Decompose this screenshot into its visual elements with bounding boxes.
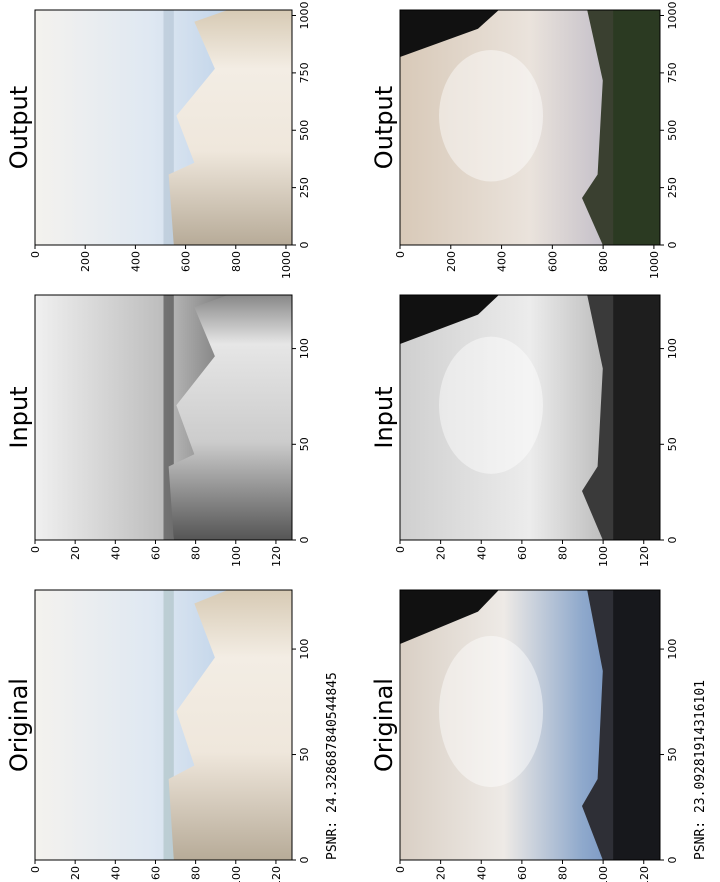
x-tick-label: 100 <box>666 639 679 660</box>
y-tick-label: 80 <box>190 546 203 560</box>
image-ground <box>613 295 660 540</box>
x-tick-label: 100 <box>298 338 311 359</box>
psnr-label: PSNR: 23.09281914316101 <box>693 680 708 860</box>
y-tick-label: 100 <box>230 546 243 567</box>
y-tick-label: 0 <box>29 866 42 873</box>
y-tick-label: 60 <box>516 866 529 880</box>
y-tick-label: 200 <box>79 251 92 272</box>
y-tick-label: 0 <box>394 251 407 258</box>
image-cloud <box>439 636 543 787</box>
y-tick-label: 400 <box>129 251 142 272</box>
y-tick-label: 200 <box>445 251 458 272</box>
y-tick-label: 600 <box>180 251 193 272</box>
y-tick-label: 40 <box>475 866 488 880</box>
image-ground <box>613 10 660 245</box>
y-tick-label: 0 <box>29 546 42 553</box>
x-tick-label: 50 <box>666 437 679 451</box>
x-tick-label: 0 <box>666 537 679 544</box>
image-ground <box>613 590 660 860</box>
panel: Output 0 250 500 750 1000 0 200 400 600 800 1000 <box>370 2 679 279</box>
psnr-label: PSNR: 24.32868784054484​5 <box>325 672 340 860</box>
y-tick-label: 120 <box>638 866 651 882</box>
y-tick-label: 1000 <box>280 251 293 279</box>
y-tick-label: 80 <box>557 546 570 560</box>
y-tick-label: 120 <box>270 866 283 882</box>
panel-title: Input <box>5 386 33 448</box>
x-tick-label: 50 <box>666 748 679 762</box>
x-tick-label: 0 <box>298 537 311 544</box>
panel-title: Original <box>5 678 33 772</box>
page: Original050100020406080100120Input050100… <box>0 0 720 882</box>
x-tick-label: 100 <box>298 639 311 660</box>
y-tick-label: 40 <box>109 546 122 560</box>
x-tick-label: 1000 <box>298 2 311 30</box>
y-tick-label: 100 <box>597 546 610 567</box>
y-tick-label: 20 <box>435 546 448 560</box>
y-tick-label: 60 <box>149 866 162 880</box>
y-tick-label: 20 <box>435 866 448 880</box>
panel: Input 0 50 100 0 20 40 60 80 100 120 <box>370 295 679 567</box>
figure: Original050100020406080100120Input050100… <box>0 0 720 882</box>
x-tick-label: 0 <box>666 242 679 249</box>
panel: Original 0 50 100 0 20 40 60 80 100 120 <box>370 590 679 882</box>
y-tick-label: 0 <box>394 546 407 553</box>
image-cloud <box>439 50 543 182</box>
x-tick-label: 750 <box>298 62 311 83</box>
image-cloud <box>439 337 543 474</box>
x-tick-label: 750 <box>666 62 679 83</box>
x-tick-label: 0 <box>298 242 311 249</box>
x-tick-label: 250 <box>298 177 311 198</box>
y-tick-label: 20 <box>69 546 82 560</box>
y-tick-label: 100 <box>597 866 610 882</box>
y-tick-label: 100 <box>230 866 243 882</box>
panel-title: Input <box>370 386 398 448</box>
x-tick-label: 50 <box>298 437 311 451</box>
y-tick-label: 20 <box>69 866 82 880</box>
figure-canvas: Original050100020406080100120Input050100… <box>0 0 720 882</box>
y-tick-label: 1000 <box>648 251 661 279</box>
x-tick-label: 1000 <box>666 2 679 30</box>
x-tick-label: 0 <box>666 857 679 864</box>
y-tick-label: 80 <box>190 866 203 880</box>
y-tick-label: 0 <box>29 251 42 258</box>
x-tick-label: 500 <box>666 120 679 141</box>
y-tick-label: 120 <box>638 546 651 567</box>
y-tick-label: 120 <box>270 546 283 567</box>
panel-title: Output <box>5 86 33 169</box>
panel: Original 0 50 100 0 20 40 60 80 100 120 <box>5 590 311 882</box>
y-tick-label: 80 <box>557 866 570 880</box>
y-tick-label: 40 <box>475 546 488 560</box>
y-tick-label: 800 <box>597 251 610 272</box>
x-tick-label: 100 <box>666 338 679 359</box>
x-tick-label: 0 <box>298 857 311 864</box>
x-tick-label: 50 <box>298 748 311 762</box>
y-tick-label: 60 <box>516 546 529 560</box>
panel: Input 0 50 100 0 20 40 60 80 100 120 <box>5 295 311 567</box>
panel-title: Output <box>370 86 398 169</box>
y-tick-label: 40 <box>109 866 122 880</box>
panel-title: Original <box>370 678 398 772</box>
y-tick-label: 600 <box>546 251 559 272</box>
y-tick-label: 400 <box>496 251 509 272</box>
y-tick-label: 800 <box>230 251 243 272</box>
x-tick-label: 500 <box>298 120 311 141</box>
panel: Output 0 250 500 750 1000 0 200 400 600 800 1000 <box>5 2 311 279</box>
x-tick-label: 250 <box>666 177 679 198</box>
y-tick-label: 0 <box>394 866 407 873</box>
y-tick-label: 60 <box>149 546 162 560</box>
